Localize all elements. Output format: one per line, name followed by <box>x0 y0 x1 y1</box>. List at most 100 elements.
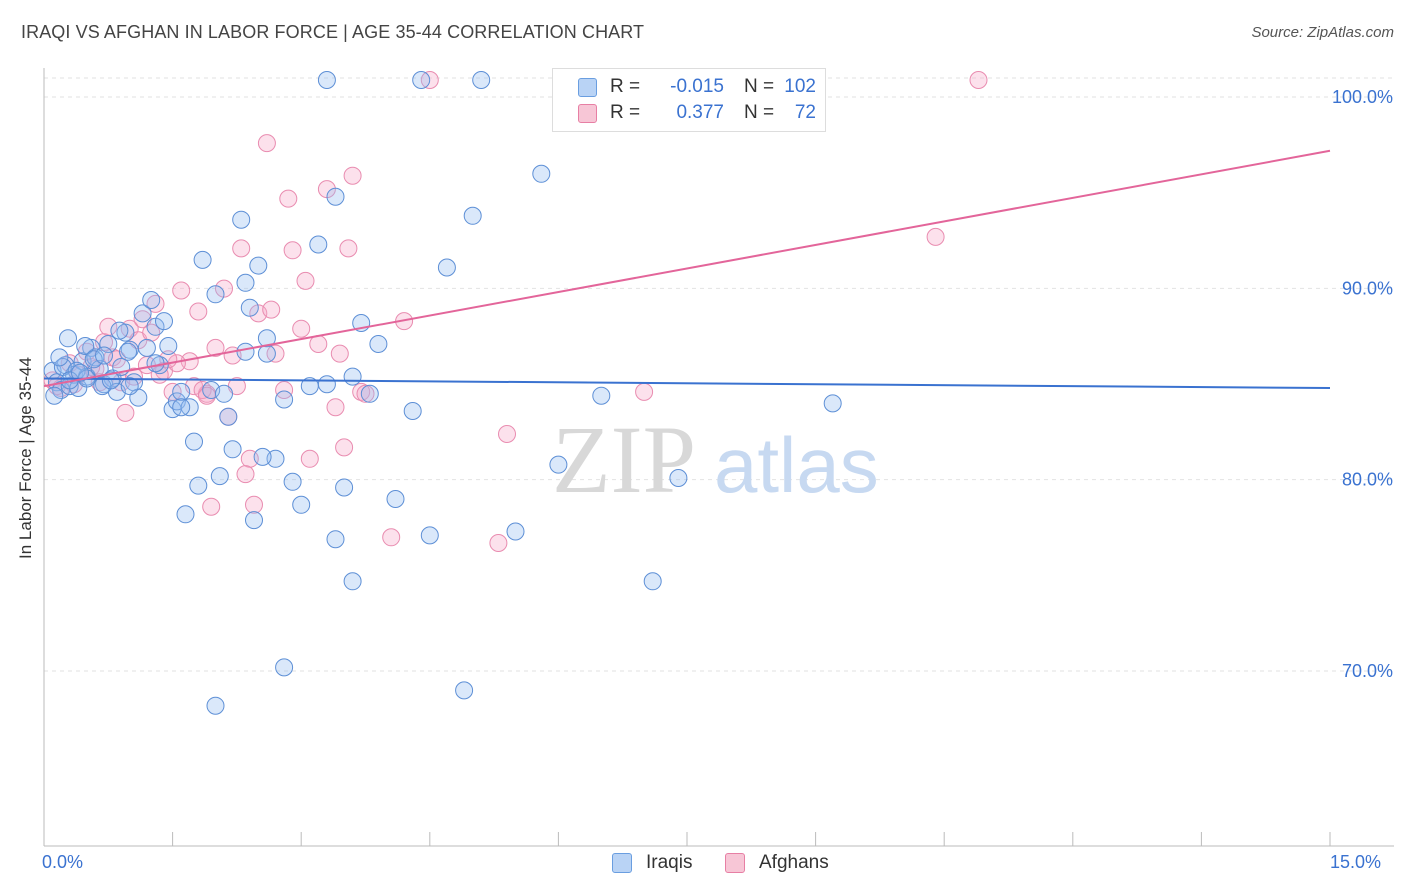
afghans-point <box>279 189 298 208</box>
afghans-point <box>356 384 375 403</box>
bottom-legend-swatch-afghans <box>725 853 745 873</box>
bottom-legend-label-afghans: Afghans <box>759 852 829 873</box>
afghans-point <box>326 398 345 417</box>
source-label: Source: ZipAtlas.com <box>1251 24 1394 41</box>
iraqis-point <box>45 386 64 405</box>
iraqis-point <box>257 344 276 363</box>
iraqis-point <box>317 71 336 89</box>
bottom-legend-iraqis: Iraqis <box>612 852 692 874</box>
iraqis-point <box>463 206 482 225</box>
iraqis-point <box>643 572 662 591</box>
watermark-atlas: atlas <box>714 421 879 509</box>
iraqis-point <box>172 398 191 417</box>
axes <box>43 68 1394 847</box>
afghans-point <box>300 449 319 468</box>
watermark-zip: ZIP <box>552 406 696 513</box>
afghans-point <box>635 382 654 401</box>
iraqis-point <box>403 402 422 420</box>
afghans-point <box>926 227 945 246</box>
iraqis-point <box>110 321 129 340</box>
afghans-point <box>189 302 208 321</box>
afghans-point <box>498 425 516 443</box>
iraqis-point <box>101 371 120 390</box>
iraqis-trend-line <box>43 377 1331 390</box>
afghans-point <box>292 319 311 338</box>
iraqis-point <box>155 312 173 331</box>
afghans-point <box>245 495 263 514</box>
afghans-point <box>275 381 294 399</box>
iraqis-point <box>317 375 336 394</box>
iraqis-point <box>455 681 474 700</box>
afghans-point <box>382 528 401 547</box>
legend-r-value-afghans: 0.377 <box>676 102 724 123</box>
iraqis-point <box>189 476 208 495</box>
legend-n-value-iraqis: 102 <box>784 76 816 97</box>
iraqis-point <box>219 407 238 426</box>
iraqis-point <box>253 447 272 466</box>
iraqis-point <box>275 390 294 409</box>
iraqis-point <box>71 363 89 382</box>
bottom-legend: Iraqis Afghans <box>0 852 1406 878</box>
afghans-point <box>489 534 508 552</box>
legend-n-value-afghans: 72 <box>794 102 816 123</box>
iraqis-point <box>119 342 137 361</box>
iraqis-point <box>275 658 294 677</box>
y-tick-labels: 70.0% 80.0% 90.0% 100.0% <box>1332 87 1393 681</box>
afghans-point <box>343 166 362 185</box>
iraqis-point <box>120 377 139 396</box>
iraqis-point <box>133 304 152 323</box>
legend-r-value-iraqis: -0.015 <box>670 76 724 97</box>
iraqis-point <box>142 291 161 309</box>
afghans-point <box>232 239 251 258</box>
iraqis-point <box>172 382 191 401</box>
iraqis-point <box>176 505 195 524</box>
iraqis-point <box>343 367 362 386</box>
afghans-point <box>339 239 358 258</box>
afghans-point <box>335 438 354 457</box>
afghans-point <box>969 71 988 89</box>
afghans-point <box>116 403 135 422</box>
iraqis-point <box>146 354 165 373</box>
iraqis-point <box>249 256 268 275</box>
y-tick-label-100: 100.0% <box>1332 87 1393 107</box>
iraqis-point <box>532 164 551 183</box>
iraqis-point <box>59 329 77 348</box>
afghans-point <box>330 344 349 363</box>
afghans-trend-line <box>43 149 1331 388</box>
iraqis-point <box>210 467 229 486</box>
iraqis-point <box>309 235 328 254</box>
iraqis-point <box>93 377 112 396</box>
y-tick-label-80: 80.0% <box>1342 470 1393 490</box>
iraqis-point <box>549 455 568 474</box>
iraqis-point <box>76 337 95 355</box>
iraqis-point <box>240 298 259 317</box>
iraqis-point <box>292 495 311 514</box>
iraqis-point <box>506 522 525 541</box>
afghans-point <box>202 497 221 516</box>
bottom-legend-afghans: Afghans <box>725 852 829 874</box>
legend-n-label: N = <box>744 102 775 123</box>
chart-title: IRAQI VS AFGHAN IN LABOR FORCE | AGE 35-… <box>21 22 645 42</box>
x-tick-label-max: 15.0% <box>1330 852 1382 872</box>
afghans-point <box>172 281 191 300</box>
afghans-point <box>309 335 328 353</box>
iraqis-point <box>185 432 203 451</box>
iraqis-point <box>159 337 178 355</box>
iraqis-point <box>99 335 118 353</box>
bottom-legend-swatch-iraqis <box>612 853 632 873</box>
legend-r-label: R = <box>610 76 641 97</box>
legend-row-afghans: R = 0.377 N = 72 <box>553 100 816 126</box>
gridlines <box>44 77 1394 672</box>
iraqis-point <box>206 696 225 715</box>
iraqis-point <box>412 71 431 89</box>
afghans-point <box>206 338 225 357</box>
iraqis-point <box>84 350 103 369</box>
iraqis-point <box>245 511 263 530</box>
iraqis-point <box>137 338 156 357</box>
y-tick-label-90: 90.0% <box>1342 278 1393 298</box>
iraqis-point <box>592 386 611 405</box>
iraqis-point <box>326 187 345 206</box>
legend: R = -0.015 N = 102 R = 0.377 N = 72 <box>552 68 826 132</box>
legend-swatch-iraqis <box>578 77 597 97</box>
iraqis-point <box>193 250 212 269</box>
